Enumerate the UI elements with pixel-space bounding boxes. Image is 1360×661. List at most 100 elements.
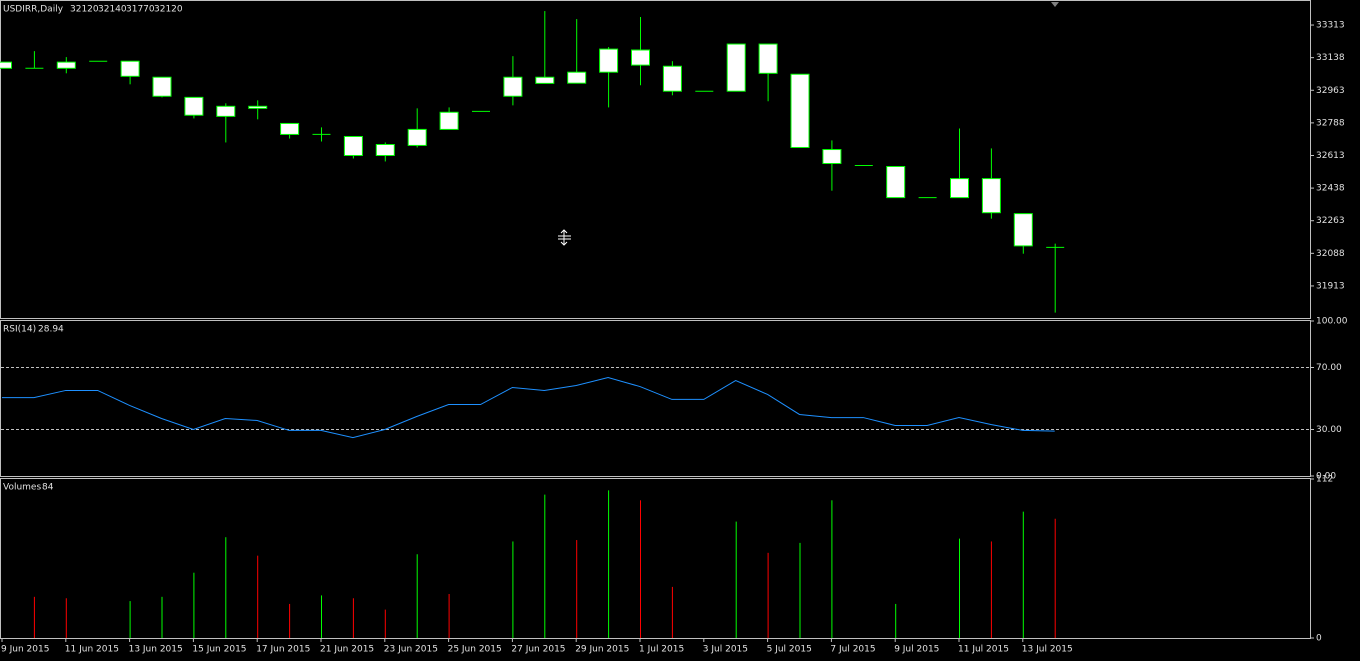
x-tick-label: 9 Jun 2015 (1, 645, 49, 655)
candle-body (248, 105, 268, 109)
open-value: 32120 (70, 5, 99, 15)
candle-body (726, 43, 746, 92)
candle-body (216, 105, 236, 117)
volume-bar (193, 572, 195, 638)
candle-body (567, 71, 587, 84)
volume-bar (799, 542, 801, 638)
candle-body (631, 49, 650, 66)
x-tick-label: 7 Jul 2015 (830, 645, 875, 655)
y-tick-label: 33138 (1316, 53, 1345, 63)
y-tick-label: 32088 (1316, 249, 1345, 259)
volume-bar (895, 603, 897, 638)
volume-bar (65, 598, 67, 638)
volume-bar (512, 541, 514, 638)
x-tick-label: 21 Jun 2015 (320, 645, 374, 655)
candle-body (599, 48, 619, 73)
volume-bar (257, 555, 259, 638)
volume-bar (352, 598, 354, 638)
y-tick-label: 30.00 (1316, 425, 1342, 435)
volume-bar (576, 540, 578, 638)
y-tick-label: 33313 (1316, 21, 1345, 31)
volume-bar (544, 494, 546, 638)
rsi-title: RSI(14) (3, 325, 36, 335)
volume-bar (448, 593, 450, 638)
y-tick-label: 100.00 (1316, 317, 1348, 327)
volume-bar (225, 537, 227, 638)
candle-body (375, 143, 395, 156)
x-tick-label: 11 Jul 2015 (958, 645, 1009, 655)
x-tick-label: 29 Jun 2015 (575, 645, 629, 655)
rsi-last: 28.94 (38, 325, 64, 335)
volume-panel (0, 478, 1311, 639)
cursor (558, 229, 571, 246)
candle-body (152, 76, 172, 97)
close-value: 32120 (154, 5, 183, 15)
rsi-line (2, 377, 1055, 439)
volume-bar (1022, 511, 1024, 638)
volume-bar (990, 541, 992, 638)
candle-body (662, 65, 682, 92)
y-tick-label: 32788 (1316, 118, 1345, 128)
volume-bar (321, 595, 322, 638)
y-tick-label: 0.00 (1316, 472, 1336, 482)
volume-bar (1054, 518, 1056, 638)
candle-body (343, 135, 363, 156)
x-tick-label: 23 Jun 2015 (384, 645, 438, 655)
candle-body (790, 73, 810, 148)
x-tick-label: 13 Jul 2015 (1022, 645, 1073, 655)
candle-body (981, 178, 1001, 214)
y-tick-label: 0 (1316, 634, 1322, 644)
x-tick-label: 1 Jul 2015 (639, 645, 684, 655)
volume-bar (129, 601, 131, 638)
candle-body (439, 111, 459, 130)
volume-bar (640, 500, 641, 638)
candle-body (0, 61, 12, 69)
volume-bar (384, 609, 386, 638)
x-tick-label: 17 Jun 2015 (256, 645, 310, 655)
candle-body (56, 61, 76, 69)
y-tick-label: 32438 (1316, 184, 1345, 194)
x-tick-label: 13 Jun 2015 (129, 645, 183, 655)
price-panel (0, 0, 1311, 319)
candle-body (886, 165, 906, 199)
candle-body (822, 149, 842, 165)
volume-bar (831, 500, 833, 638)
candle-body (535, 76, 555, 84)
x-tick-label: 15 Jun 2015 (192, 645, 246, 655)
y-tick-label: 112 (1316, 475, 1333, 485)
volume-bar (608, 490, 610, 638)
x-tick-label: 27 Jun 2015 (511, 645, 565, 655)
volume-bar (767, 552, 769, 638)
shift-marker (1051, 2, 1059, 7)
x-tick-label: 5 Jul 2015 (767, 645, 812, 655)
y-tick-label: 32263 (1316, 216, 1345, 226)
x-tick-label: 3 Jul 2015 (703, 645, 748, 655)
chart-title: USDIRR,Daily (3, 5, 64, 15)
candle-body (184, 96, 204, 116)
rsi-panel (0, 320, 1311, 477)
volume-bar (33, 596, 35, 638)
volume-bar (671, 586, 673, 638)
y-tick-label: 31913 (1316, 281, 1345, 291)
price-title: USDIRR,Daily 32120 32140 31770 32120 (3, 5, 183, 15)
y-tick-label: 32963 (1316, 86, 1345, 96)
y-tick-label: 70.00 (1316, 363, 1342, 373)
candle-body (120, 60, 140, 77)
volume-bar (735, 521, 737, 638)
y-tick-label: 32613 (1316, 151, 1345, 161)
candle-body (503, 76, 523, 97)
candle-body (407, 128, 427, 146)
candle-body (758, 43, 778, 74)
volume-bar (289, 603, 291, 638)
volume-bar (959, 538, 960, 638)
candle-body (950, 178, 969, 199)
volume-last: 84 (42, 483, 54, 493)
x-tick-label: 9 Jul 2015 (894, 645, 939, 655)
x-tick-label: 11 Jun 2015 (65, 645, 119, 655)
x-tick-label: 25 Jun 2015 (448, 645, 502, 655)
candle-body (280, 122, 300, 135)
candle-body (1013, 213, 1033, 247)
volume-title: Volumes (3, 483, 41, 493)
